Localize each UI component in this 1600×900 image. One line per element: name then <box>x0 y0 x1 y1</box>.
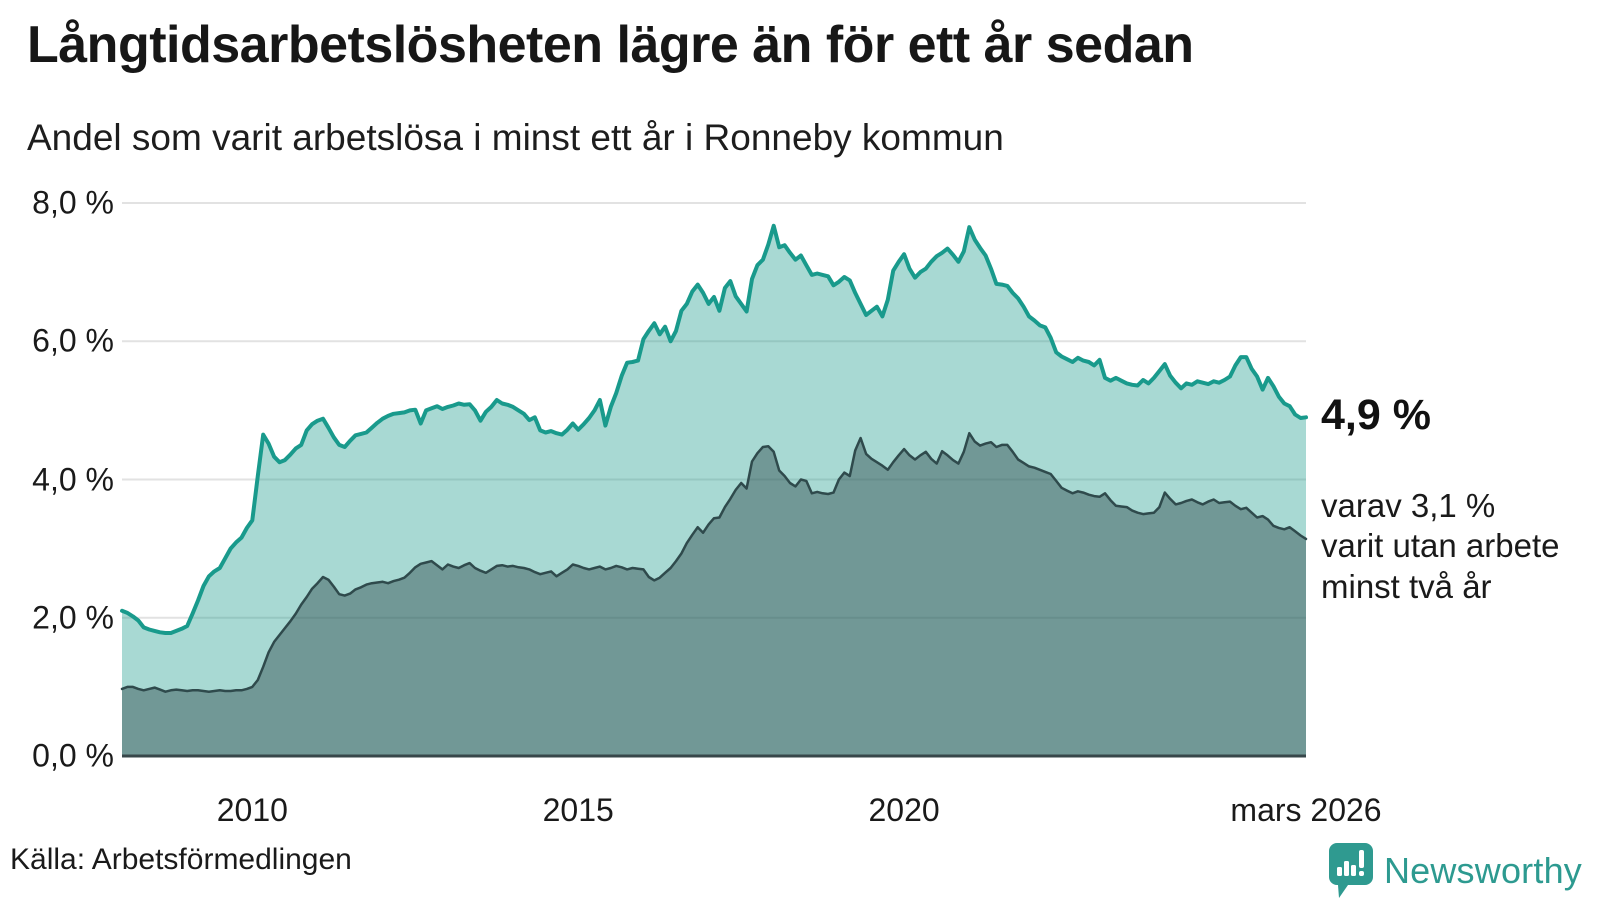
annotation-latest-total: 4,9 % <box>1321 391 1431 439</box>
newsworthy-speech-bubble-bar-chart-icon <box>1328 843 1373 898</box>
line-series-1 <box>120 223 1308 635</box>
annotation-line-1: varav 3,1 % <box>1321 487 1496 524</box>
annotation-latest-two-year: varav 3,1 % varit utan arbete minst två … <box>1321 486 1559 607</box>
line-series-2 <box>120 431 1308 693</box>
annotation-line-2: varit utan arbete <box>1321 527 1560 565</box>
chart-subtitle: Andel som varit arbetslösa i minst ett å… <box>27 117 1004 158</box>
area-series-1 <box>122 225 1306 757</box>
source-note: Källa: Arbetsförmedlingen <box>10 843 352 876</box>
area-series-2 <box>122 433 1306 756</box>
annotation-line-3: minst två år <box>1321 567 1492 605</box>
newsworthy-logo-text: Newsworthy <box>1383 850 1582 891</box>
newsworthy-logo: Newsworthy <box>1328 842 1582 900</box>
chart-title: Långtidsarbetslösheten lägre än för ett … <box>27 16 1194 74</box>
